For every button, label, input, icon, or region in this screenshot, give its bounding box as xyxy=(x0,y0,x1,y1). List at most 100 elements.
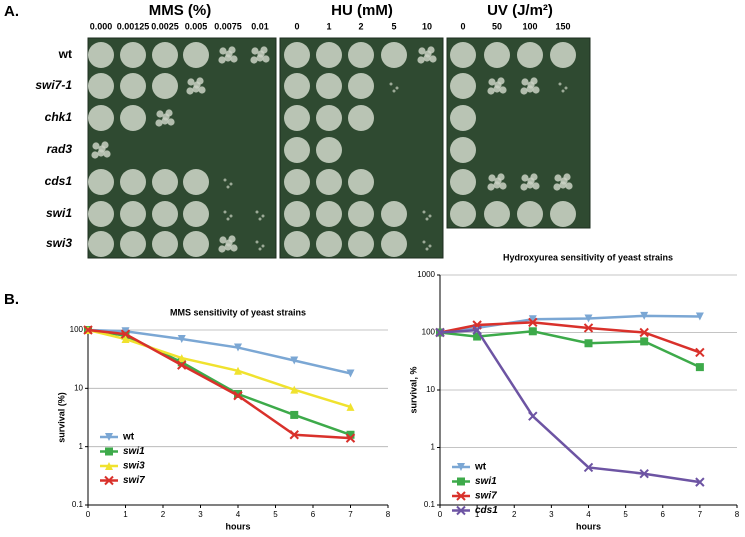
colony xyxy=(91,151,99,159)
data-point xyxy=(346,369,355,378)
colony-spot xyxy=(484,201,510,227)
colony xyxy=(255,240,259,244)
colony xyxy=(520,87,528,95)
colony-spot xyxy=(450,137,476,163)
legend-marker xyxy=(105,433,113,441)
colony-spot xyxy=(348,169,374,195)
strain-label: swi3 xyxy=(46,236,72,250)
colony xyxy=(417,56,425,64)
colony xyxy=(219,47,227,55)
legend-label: swi7 xyxy=(475,491,497,502)
colony xyxy=(225,50,233,58)
data-point xyxy=(695,363,704,372)
colony-spot xyxy=(120,201,146,227)
dose-label: 0.01 xyxy=(251,21,269,31)
data-line xyxy=(87,328,351,436)
y-tick-label: 0.1 xyxy=(72,500,84,509)
x-tick-label: 3 xyxy=(549,510,554,519)
dose-label: 150 xyxy=(555,21,570,31)
colony xyxy=(229,182,233,186)
data-point xyxy=(83,325,93,335)
data-point xyxy=(177,354,186,363)
colony xyxy=(422,210,426,214)
colony-spot xyxy=(348,231,374,257)
data-point xyxy=(639,469,649,479)
data-point xyxy=(177,358,186,367)
colony xyxy=(156,110,164,118)
legend-label: swi1 xyxy=(123,446,145,457)
colony xyxy=(229,214,233,218)
colony-spot xyxy=(550,42,576,68)
colony xyxy=(218,245,226,253)
colony xyxy=(429,55,437,63)
dose-label: 50 xyxy=(492,21,502,31)
colony-spot xyxy=(183,201,209,227)
colony-spot xyxy=(284,231,310,257)
colony xyxy=(425,217,429,221)
x-tick-label: 1 xyxy=(123,510,128,519)
colony xyxy=(428,214,432,218)
group-title: UV (J/m²) xyxy=(487,2,553,19)
data-line xyxy=(439,330,701,369)
colony xyxy=(488,174,496,182)
colony-spot xyxy=(88,42,114,68)
colony-spot xyxy=(152,169,178,195)
colony-spot xyxy=(550,201,576,227)
colony xyxy=(527,177,535,185)
data-line xyxy=(439,328,701,484)
colony-spot xyxy=(517,201,543,227)
colony xyxy=(162,113,170,121)
strain-label: swi1 xyxy=(46,206,72,220)
colony-spot xyxy=(381,231,407,257)
colony-spot xyxy=(88,73,114,99)
colony xyxy=(521,78,529,86)
colony xyxy=(499,86,507,94)
colony-spot xyxy=(120,105,146,131)
colony xyxy=(499,182,507,190)
colony xyxy=(255,210,259,214)
x-tick-label: 8 xyxy=(735,510,740,519)
colony-spot xyxy=(316,105,342,131)
colony-spot xyxy=(381,42,407,68)
dose-label: 5 xyxy=(391,21,396,31)
dose-label: 0.005 xyxy=(185,21,208,31)
x-tick-label: 5 xyxy=(623,510,628,519)
colony-spot xyxy=(348,201,374,227)
data-point xyxy=(290,356,299,365)
data-point xyxy=(640,311,649,320)
dose-label: 0 xyxy=(294,21,299,31)
colony xyxy=(98,145,106,153)
y-tick-label: 0.1 xyxy=(424,500,436,509)
colony xyxy=(187,78,195,86)
colony xyxy=(494,81,502,89)
colony xyxy=(223,178,227,182)
colony xyxy=(488,78,496,86)
data-point xyxy=(233,390,243,401)
panel-label: A. xyxy=(4,3,19,20)
colony-spot xyxy=(284,137,310,163)
colony xyxy=(230,55,238,63)
data-line xyxy=(439,314,700,334)
group-title: MMS (%) xyxy=(149,2,212,19)
colony xyxy=(389,82,393,86)
colony-spot xyxy=(120,231,146,257)
data-line xyxy=(439,321,701,354)
colony-spot xyxy=(316,42,342,68)
x-tick-label: 4 xyxy=(586,510,591,519)
data-point xyxy=(528,315,537,324)
colony xyxy=(103,150,111,158)
colony xyxy=(494,177,502,185)
dose-label: 100 xyxy=(522,21,537,31)
colony xyxy=(395,86,399,90)
group-title: HU (mM) xyxy=(331,2,393,19)
colony-spot xyxy=(348,42,374,68)
legend-marker xyxy=(457,463,465,471)
dose-label: 10 xyxy=(422,21,432,31)
colony-spot xyxy=(120,169,146,195)
data-point xyxy=(234,366,242,375)
x-tick-label: 7 xyxy=(698,510,703,519)
colony-spot xyxy=(120,73,146,99)
y-tick-label: 1 xyxy=(79,442,84,451)
colony-spot xyxy=(517,42,543,68)
colony-spot xyxy=(450,42,476,68)
